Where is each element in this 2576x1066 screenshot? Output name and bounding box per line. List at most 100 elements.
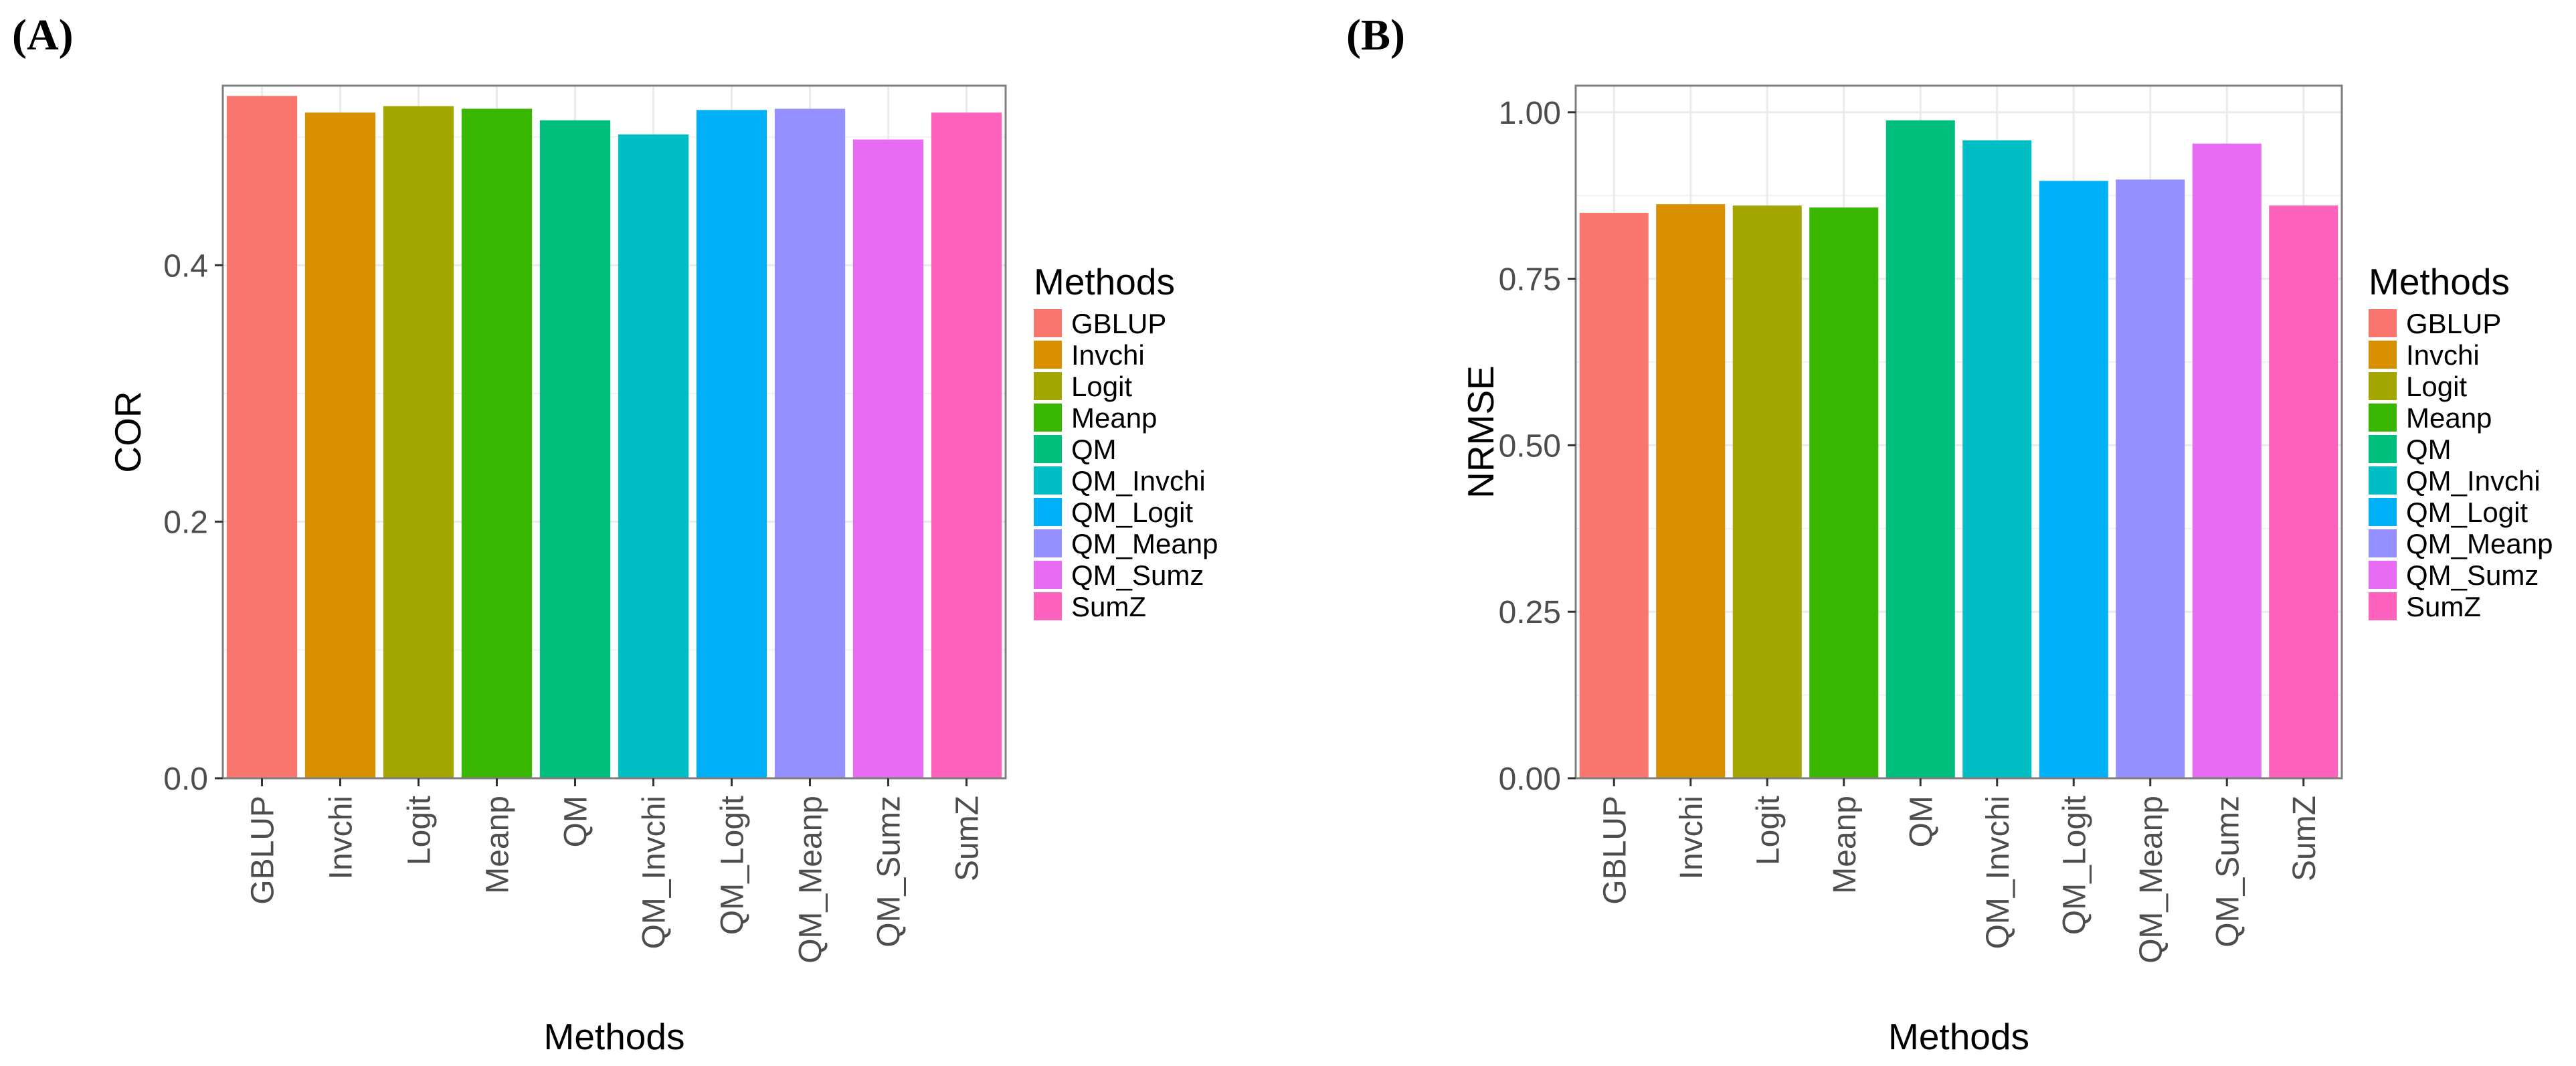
legend-label-b: QM_Invchi xyxy=(2406,465,2541,497)
x-tick-label-a: QM_Meanp xyxy=(794,796,829,964)
y-tick-label-a: 0.0 xyxy=(163,762,208,797)
bar-b-invchi xyxy=(1656,204,1726,778)
bar-b-qm-meanp xyxy=(2116,179,2185,778)
legend-swatch-b xyxy=(2369,341,2397,369)
panel-label-b: (B) xyxy=(1346,11,1405,60)
legend-swatch-a xyxy=(1034,466,1062,495)
plot-border-b xyxy=(1574,84,2343,780)
x-tick-label-a: Meanp xyxy=(480,796,516,894)
legend-a: MethodsGBLUPInvchiLogitMeanpQMQM_InvchiQ… xyxy=(1034,261,1218,622)
bar-a-logit xyxy=(383,106,454,778)
y-tick-label-b: 0.75 xyxy=(1499,262,1561,298)
x-tick-label-a: QM xyxy=(559,796,594,847)
bar-b-sumz xyxy=(2269,205,2338,778)
legend-swatch-b xyxy=(2369,498,2397,526)
bar-b-qm xyxy=(1885,120,1955,778)
y-tick-label-b: 0.00 xyxy=(1499,762,1561,797)
legend-swatch-a xyxy=(1034,372,1062,400)
x-axis-title-a: Methods xyxy=(544,1016,685,1057)
bar-a-qm xyxy=(539,120,611,778)
legend-swatch-b xyxy=(2369,404,2397,432)
y-tick-label-b: 1.00 xyxy=(1499,96,1561,131)
x-tick-label-b: QM_Sumz xyxy=(2210,796,2245,948)
x-tick-label-b: QM xyxy=(1904,796,1939,847)
x-tick-label-b: QM_Meanp xyxy=(2134,796,2169,964)
legend-label-a: QM xyxy=(1071,434,1117,465)
y-tick-label-a: 0.4 xyxy=(163,248,208,284)
legend-label-a: GBLUP xyxy=(1071,308,1166,339)
bar-a-qm-sumz xyxy=(852,139,924,778)
legend-label-b: QM xyxy=(2406,434,2452,465)
x-tick-label-a: GBLUP xyxy=(246,796,281,905)
y-tick-label-b: 0.50 xyxy=(1499,428,1561,464)
y-axis-title-b: NRMSE xyxy=(1460,365,1501,499)
legend-label-a: Meanp xyxy=(1071,402,1157,434)
x-tick-label-a: QM_Logit xyxy=(715,796,751,935)
x-tick-label-a: SumZ xyxy=(950,796,986,881)
bar-b-gblup xyxy=(1579,213,1649,778)
legend-swatch-a xyxy=(1034,561,1062,589)
x-tick-label-a: Logit xyxy=(402,796,438,865)
legend-title-b: Methods xyxy=(2369,261,2510,302)
legend-label-b: GBLUP xyxy=(2406,308,2501,339)
legend-label-b: QM_Logit xyxy=(2406,497,2528,528)
bar-b-meanp xyxy=(1809,207,1879,778)
x-axis-title-b: Methods xyxy=(1888,1016,2029,1057)
bar-a-sumz xyxy=(931,112,1002,778)
legend-swatch-b xyxy=(2369,435,2397,463)
legend-label-a: QM_Invchi xyxy=(1071,465,1206,497)
x-tick-label-a: Invchi xyxy=(324,796,359,879)
legend-swatch-a xyxy=(1034,435,1062,463)
bar-b-logit xyxy=(1732,205,1802,778)
legend-label-a: QM_Logit xyxy=(1071,497,1193,528)
x-tick-label-b: Invchi xyxy=(1674,796,1710,879)
legend-label-a: QM_Meanp xyxy=(1071,528,1218,559)
legend-swatch-a xyxy=(1034,404,1062,432)
legend-label-b: SumZ xyxy=(2406,591,2481,622)
bar-b-qm-invchi xyxy=(1962,140,2032,778)
legend-label-a: Invchi xyxy=(1071,339,1145,371)
x-tick-label-b: QM_Logit xyxy=(2057,796,2092,935)
legend-swatch-b xyxy=(2369,466,2397,495)
legend-swatch-b xyxy=(2369,372,2397,400)
bar-b-qm-logit xyxy=(2039,181,2108,778)
bar-b-qm-sumz xyxy=(2192,143,2262,778)
plot-border-a xyxy=(221,84,1007,780)
y-axis-title-a: COR xyxy=(107,391,149,472)
bar-a-invchi xyxy=(304,112,376,778)
legend-swatch-b xyxy=(2369,309,2397,337)
panel-label-a: (A) xyxy=(12,11,74,60)
y-tick-label-a: 0.2 xyxy=(163,505,208,541)
bar-a-qm-logit xyxy=(696,110,767,778)
legend-label-b: Invchi xyxy=(2406,339,2480,371)
legend-swatch-a xyxy=(1034,498,1062,526)
y-tick-label-b: 0.25 xyxy=(1499,595,1561,630)
x-tick-label-b: GBLUP xyxy=(1597,796,1633,905)
legend-swatch-a xyxy=(1034,309,1062,337)
legend-title-a: Methods xyxy=(1034,261,1175,302)
legend-swatch-a xyxy=(1034,592,1062,620)
legend-label-a: Logit xyxy=(1071,371,1132,402)
legend-b: MethodsGBLUPInvchiLogitMeanpQMQM_InvchiQ… xyxy=(2369,261,2553,622)
x-tick-label-b: Logit xyxy=(1750,796,1786,865)
x-tick-label-a: QM_Sumz xyxy=(872,796,907,948)
legend-swatch-a xyxy=(1034,529,1062,557)
bar-a-qm-invchi xyxy=(618,134,689,779)
bar-a-qm-meanp xyxy=(774,108,846,778)
legend-label-b: QM_Meanp xyxy=(2406,528,2553,559)
x-tick-label-a: QM_Invchi xyxy=(637,796,672,949)
bar-a-gblup xyxy=(226,96,298,779)
legend-label-b: QM_Sumz xyxy=(2406,559,2539,591)
legend-swatch-b xyxy=(2369,561,2397,589)
legend-swatch-a xyxy=(1034,341,1062,369)
legend-swatch-b xyxy=(2369,592,2397,620)
legend-label-b: Meanp xyxy=(2406,402,2492,434)
bar-a-meanp xyxy=(461,108,533,778)
x-tick-label-b: QM_Invchi xyxy=(1981,796,2016,949)
x-tick-label-b: SumZ xyxy=(2287,796,2322,881)
legend-swatch-b xyxy=(2369,529,2397,557)
x-tick-label-b: Meanp xyxy=(1827,796,1863,894)
